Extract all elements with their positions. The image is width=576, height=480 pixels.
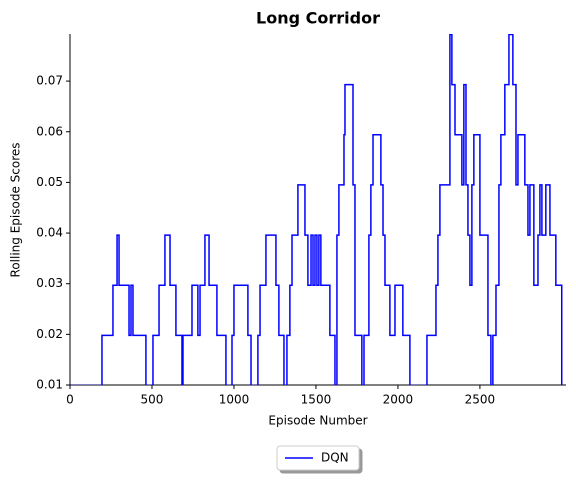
x-tick-label: 1000 bbox=[219, 393, 250, 407]
x-tick-label: 500 bbox=[141, 393, 164, 407]
y-tick-label: 0.04 bbox=[36, 226, 63, 240]
x-tick-label: 1500 bbox=[301, 393, 332, 407]
chart-title: Long Corridor bbox=[256, 9, 380, 28]
data-line bbox=[70, 34, 563, 385]
y-tick-label: 0.06 bbox=[36, 124, 63, 138]
x-axis-label: Episode Number bbox=[268, 414, 367, 428]
y-tick-label: 0.01 bbox=[36, 378, 63, 392]
legend-label: DQN bbox=[321, 451, 349, 465]
y-axis-label: Rolling Episode Scores bbox=[9, 143, 23, 278]
y-tick-label: 0.02 bbox=[36, 327, 63, 341]
x-tick-label: 0 bbox=[66, 393, 74, 407]
y-tick-label: 0.03 bbox=[36, 276, 63, 290]
y-tick-label: 0.05 bbox=[36, 175, 63, 189]
legend: DQN bbox=[276, 445, 360, 471]
x-tick-label: 2500 bbox=[465, 393, 496, 407]
x-tick-label: 2000 bbox=[383, 393, 414, 407]
legend-box bbox=[276, 445, 360, 471]
y-tick-label: 0.07 bbox=[36, 74, 63, 88]
